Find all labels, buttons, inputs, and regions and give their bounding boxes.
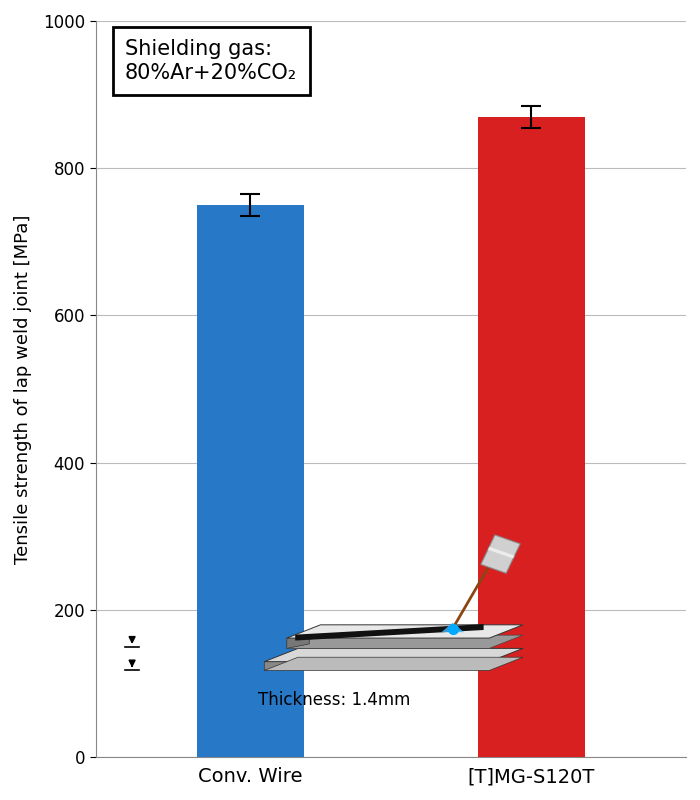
- Bar: [197, 205, 304, 758]
- Polygon shape: [287, 635, 523, 648]
- Polygon shape: [442, 622, 464, 632]
- Polygon shape: [481, 535, 520, 574]
- Polygon shape: [265, 648, 523, 662]
- Polygon shape: [295, 624, 484, 641]
- Text: Shielding gas:
80%Ar+20%CO₂: Shielding gas: 80%Ar+20%CO₂: [125, 39, 298, 82]
- Polygon shape: [265, 658, 287, 670]
- Polygon shape: [265, 658, 523, 670]
- Polygon shape: [287, 625, 523, 638]
- Polygon shape: [488, 546, 514, 558]
- Text: Thickness: 1.4mm: Thickness: 1.4mm: [258, 691, 411, 709]
- Bar: [478, 117, 585, 758]
- Y-axis label: Tensile strength of lap weld joint [MPa]: Tensile strength of lap weld joint [MPa]: [14, 214, 32, 564]
- Polygon shape: [287, 634, 309, 648]
- Bar: [197, 732, 304, 758]
